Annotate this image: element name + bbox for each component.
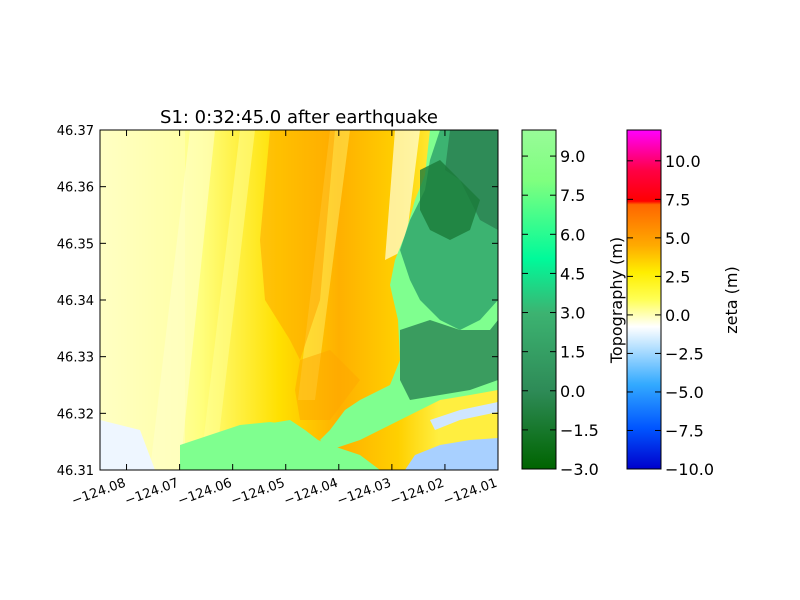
colorbar-tick-label: 7.5 bbox=[560, 186, 585, 205]
colorbar-tick-label: 2.5 bbox=[665, 267, 690, 286]
colorbar-tick-label: 3.0 bbox=[560, 304, 585, 323]
topography-colorbar-label: Topography (m) bbox=[607, 237, 626, 364]
land-area bbox=[180, 422, 380, 470]
wave-streak bbox=[200, 130, 255, 470]
zeta-colorbar: −10.0 −7.5 −5.0 −2.5 0.0 2.5 5.0 7.5 10.0 zeta (… bbox=[626, 129, 741, 479]
zeta-colorbar-ticks: −10.0 −7.5 −5.0 −2.5 0.0 2.5 5.0 7.5 10.0 bbox=[627, 152, 714, 479]
plot-area bbox=[100, 130, 498, 470]
topography-colorbar-gradient bbox=[521, 129, 557, 470]
colorbar-tick-label: 1.5 bbox=[560, 343, 585, 362]
wave-streak bbox=[385, 130, 420, 260]
x-tick-label: −124.05 bbox=[229, 476, 287, 509]
zeta-colorbar-label: zeta (m) bbox=[722, 266, 741, 333]
x-tick-label: −124.02 bbox=[388, 476, 446, 509]
y-tick-label: 46.32 bbox=[57, 407, 94, 422]
y-tick-label: 46.34 bbox=[57, 294, 94, 309]
colorbar-tick-label: 7.5 bbox=[665, 190, 690, 209]
low-zeta-zone bbox=[100, 420, 155, 470]
y-axis: 46.31 46.32 46.33 46.34 46.35 46.36 46.37 bbox=[57, 124, 498, 479]
zeta-colorbar-gradient bbox=[626, 129, 662, 470]
wave-streak bbox=[150, 130, 215, 470]
colorbar-tick-label: 0.0 bbox=[560, 382, 585, 401]
high-zeta-zone bbox=[295, 350, 360, 420]
land-area bbox=[400, 320, 498, 400]
y-tick-label: 46.35 bbox=[57, 237, 94, 252]
colorbar-tick-label: −2.5 bbox=[665, 344, 704, 363]
x-tick-label: −124.06 bbox=[176, 476, 234, 509]
land-area bbox=[445, 130, 498, 230]
colorbar-tick-label: −1.5 bbox=[560, 421, 599, 440]
colorbar-tick-label: 5.0 bbox=[665, 229, 690, 248]
bay-water bbox=[430, 402, 498, 430]
x-tick-label: −124.08 bbox=[70, 476, 128, 509]
colorbar-tick-label: −7.5 bbox=[665, 421, 704, 440]
y-tick-label: 46.36 bbox=[57, 181, 94, 196]
y-tick-label: 46.37 bbox=[57, 124, 94, 139]
y-tick-label: 46.31 bbox=[57, 464, 94, 479]
colorbar-tick-label: −5.0 bbox=[665, 383, 704, 402]
colorbar-tick-label: −3.0 bbox=[560, 460, 599, 479]
colorbar-tick-label: 6.0 bbox=[560, 225, 585, 244]
colorbar-tick-label: 4.5 bbox=[560, 264, 585, 283]
x-tick-label: −124.07 bbox=[123, 476, 181, 509]
wave-streak bbox=[298, 130, 350, 400]
colorbar-tick-label: 10.0 bbox=[665, 152, 701, 171]
land-area bbox=[420, 160, 480, 240]
colorbar-tick-label: 9.0 bbox=[560, 147, 585, 166]
colorbar-tick-label: 0.0 bbox=[665, 306, 690, 325]
y-tick-label: 46.33 bbox=[57, 351, 94, 366]
chart-title: S1: 0:32:45.0 after earthquake bbox=[160, 107, 438, 128]
high-zeta-zone bbox=[260, 130, 335, 360]
bay-water bbox=[405, 438, 498, 470]
topography-colorbar: −3.0 −1.5 0.0 1.5 3.0 4.5 6.0 7.5 9.0 Topography… bbox=[521, 129, 626, 479]
x-tick-label: −124.03 bbox=[335, 476, 393, 509]
colorbar-tick-label: −10.0 bbox=[665, 460, 714, 479]
x-tick-label: −124.04 bbox=[282, 476, 340, 509]
x-tick-label: −124.01 bbox=[441, 476, 499, 509]
topography-colorbar-ticks: −3.0 −1.5 0.0 1.5 3.0 4.5 6.0 7.5 9.0 bbox=[522, 147, 599, 479]
